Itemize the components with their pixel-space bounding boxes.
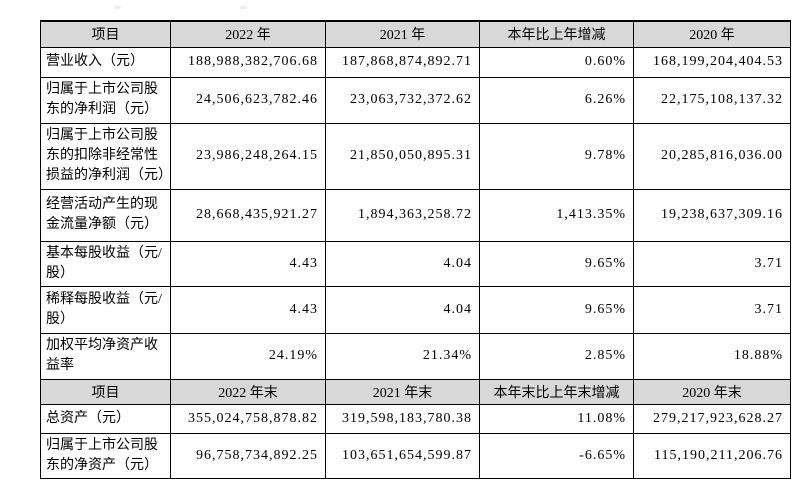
- value-2022: 28,668,435,921.27: [170, 188, 326, 242]
- yoy-change: 1,413.35%: [479, 188, 634, 242]
- value-2020: 18.88%: [633, 332, 791, 380]
- value-2022: 24.19%: [170, 332, 326, 380]
- row-label: 稀释每股收益（元/股）: [40, 285, 171, 334]
- row-label: 归属于上市公司股东的净资产（元）: [40, 432, 171, 479]
- value-2022: 4.43: [170, 285, 326, 334]
- value-2020: 19,238,637,309.16: [633, 188, 791, 242]
- value-2022: 355,024,758,878.82: [170, 403, 326, 434]
- value-2020: 115,190,211,206.76: [633, 432, 791, 479]
- value-2021: 187,868,874,892.71: [325, 46, 480, 78]
- scan-artifact-dot: [240, 6, 247, 9]
- value-2022: 23,986,248,264.15: [170, 122, 326, 190]
- table-row-total-assets: 总资产（元） 355,024,758,878.82 319,598,183,78…: [40, 403, 791, 434]
- yoy-change: 9.65%: [479, 240, 634, 287]
- row-label: 总资产（元）: [40, 403, 171, 434]
- col-header-year-2022: 2022 年: [170, 20, 326, 48]
- value-2021: 4.04: [325, 240, 480, 287]
- table-row-operating-cash-flow: 经营活动产生的现金流量净额（元） 28,668,435,921.27 1,894…: [40, 188, 791, 242]
- col-header-year-2020: 2020 年: [633, 20, 791, 48]
- row-label: 基本每股收益（元/股）: [40, 240, 171, 287]
- row-label: 经营活动产生的现金流量净额（元）: [40, 188, 171, 242]
- row-label: 归属于上市公司股东的净利润（元）: [40, 76, 171, 124]
- yoy-change: 6.26%: [479, 76, 634, 124]
- value-2021: 21.34%: [325, 332, 480, 380]
- value-2020: 279,217,923,628.27: [633, 403, 791, 434]
- row-label: 营业收入（元）: [40, 46, 171, 78]
- table-row-net-profit: 归属于上市公司股东的净利润（元） 24,506,623,782.46 23,06…: [40, 76, 791, 124]
- yoy-change: 0.60%: [479, 46, 634, 78]
- value-2021: 21,850,050,895.31: [325, 122, 480, 190]
- table-header-period-end: 项目 2022 年末 2021 年末 本年末比上年末增减 2020 年末: [40, 378, 791, 405]
- col-header-end-2020: 2020 年末: [633, 378, 791, 405]
- table-row-deducted-net-profit: 归属于上市公司股东的扣除非经常性损益的净利润（元） 23,986,248,264…: [40, 122, 791, 190]
- value-2021: 1,894,363,258.72: [325, 188, 480, 242]
- table-row-net-assets: 归属于上市公司股东的净资产（元） 96,758,734,892.25 103,6…: [40, 432, 791, 479]
- value-2020: 22,175,108,137.32: [633, 76, 791, 124]
- table-row-basic-eps: 基本每股收益（元/股） 4.43 4.04 9.65% 3.71: [40, 240, 791, 287]
- yoy-change: -6.65%: [479, 432, 634, 479]
- col-header-end-yoy-change: 本年末比上年末增减: [479, 378, 634, 405]
- yoy-change: 9.78%: [479, 122, 634, 190]
- col-header-item-2: 项目: [40, 378, 171, 405]
- yoy-change: 11.08%: [479, 403, 634, 434]
- table-header-annual: 项目 2022 年 2021 年 本年比上年增减 2020 年: [40, 20, 791, 48]
- table-row-weighted-roe: 加权平均净资产收益率 24.19% 21.34% 2.85% 18.88%: [40, 332, 791, 380]
- financial-summary-table: 项目 2022 年 2021 年 本年比上年增减 2020 年 营业收入（元） …: [40, 20, 791, 479]
- table-row-diluted-eps: 稀释每股收益（元/股） 4.43 4.04 9.65% 3.71: [40, 285, 791, 334]
- row-label: 归属于上市公司股东的扣除非经常性损益的净利润（元）: [40, 122, 171, 190]
- value-2022: 96,758,734,892.25: [170, 432, 326, 479]
- value-2020: 20,285,816,036.00: [633, 122, 791, 190]
- yoy-change: 9.65%: [479, 285, 634, 334]
- value-2022: 24,506,623,782.46: [170, 76, 326, 124]
- value-2022: 188,988,382,706.68: [170, 46, 326, 78]
- value-2021: 4.04: [325, 285, 480, 334]
- col-header-end-2022: 2022 年末: [170, 378, 326, 405]
- scan-artifact-dot: [114, 6, 121, 9]
- col-header-yoy-change: 本年比上年增减: [479, 20, 634, 48]
- col-header-end-2021: 2021 年末: [325, 378, 480, 405]
- yoy-change: 2.85%: [479, 332, 634, 380]
- value-2020: 3.71: [633, 240, 791, 287]
- value-2022: 4.43: [170, 240, 326, 287]
- col-header-item: 项目: [40, 20, 171, 48]
- value-2020: 3.71: [633, 285, 791, 334]
- value-2021: 23,063,732,372.62: [325, 76, 480, 124]
- value-2020: 168,199,204,404.53: [633, 46, 791, 78]
- row-label: 加权平均净资产收益率: [40, 332, 171, 380]
- value-2021: 103,651,654,599.87: [325, 432, 480, 479]
- value-2021: 319,598,183,780.38: [325, 403, 480, 434]
- col-header-year-2021: 2021 年: [325, 20, 480, 48]
- table-row-revenue: 营业收入（元） 188,988,382,706.68 187,868,874,8…: [40, 46, 791, 78]
